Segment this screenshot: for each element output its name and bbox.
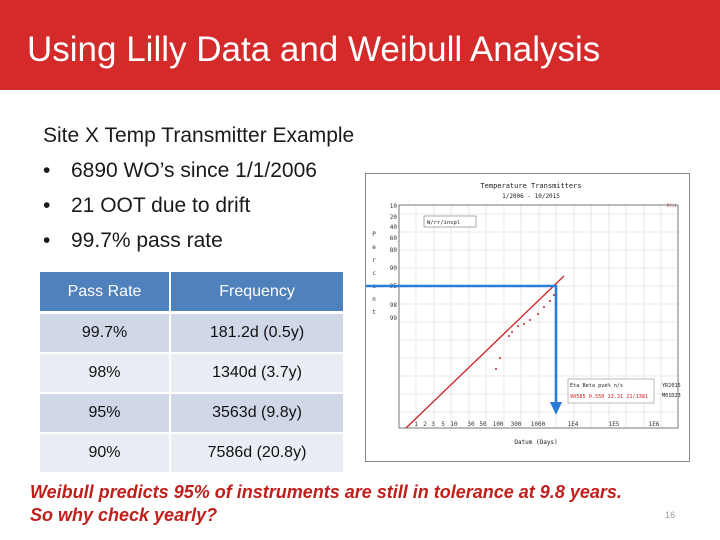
- table-header-pass-rate: Pass Rate: [40, 272, 172, 314]
- data-point: [499, 357, 501, 359]
- title-bar: Using Lilly Data and Weibull Analysis: [0, 0, 720, 90]
- plot-legend-box: [423, 215, 477, 228]
- y-tick: 90: [390, 265, 398, 272]
- pass-rate-cell: 90%: [40, 433, 172, 474]
- y-axis-letter: P: [372, 231, 376, 238]
- bullet-item: • 21 OOT due to drift: [43, 193, 317, 228]
- y-axis-letter: c: [372, 270, 376, 277]
- pass-rate-cell: 98%: [40, 353, 172, 394]
- x-ticks: 1 2 3 5 10 30 50 100 300 1000 1E4 1E5 1E…: [414, 421, 660, 428]
- example-heading: Site X Temp Transmitter Example: [43, 124, 355, 147]
- frequency-cell: 181.2d (0.5y): [170, 312, 345, 354]
- plot-title: Temperature Transmitters: [480, 182, 581, 190]
- x-tick: 1000: [531, 421, 546, 428]
- bullet-text: 6890 WO’s since 1/1/2006: [71, 159, 317, 182]
- y-axis-letter: r: [372, 257, 376, 264]
- x-tick: 5: [441, 421, 445, 428]
- stats-box: [567, 378, 655, 404]
- read-arrow: [362, 284, 558, 404]
- data-points: [495, 294, 555, 370]
- frequency-cell: 7586d (20.8y): [170, 433, 345, 474]
- plot-frame: [398, 204, 679, 429]
- frequency-cell: 3563d (9.8y): [170, 393, 345, 434]
- x-tick: 3: [431, 421, 435, 428]
- corner-label-year: YR2015: [662, 383, 681, 389]
- x-axis-label: Datum (Days): [514, 439, 557, 446]
- table-row: 99.7% 181.2d (0.5y): [40, 312, 345, 354]
- table-row: 90% 7586d (20.8y): [40, 433, 345, 474]
- conclusion-line: Weibull predicts 95% of instruments are …: [30, 482, 622, 502]
- y-axis-letters: P e r c e n t: [372, 231, 376, 316]
- data-point: [511, 331, 513, 333]
- y-tick: 10: [390, 203, 398, 210]
- weibull-plot-svg: Temperature Transmitters 1/2006 - 10/201…: [362, 182, 681, 446]
- x-tick: 50: [479, 421, 487, 428]
- y-tick: 20: [390, 214, 398, 221]
- conclusion-line: So why check yearly?: [30, 505, 218, 525]
- page-number: 16: [665, 510, 676, 520]
- pass-rate-table: Pass Rate Frequency 99.7% 181.2d (0.5y) …: [40, 272, 345, 474]
- y-axis-letter: e: [372, 244, 376, 251]
- arrow-head-icon: [550, 402, 562, 415]
- bullet-text: 21 OOT due to drift: [71, 194, 251, 217]
- x-tick: 300: [511, 421, 522, 428]
- plot-legend-label: W/rr/inspl: [427, 220, 460, 226]
- conclusion-text: Weibull predicts 95% of instruments are …: [30, 481, 622, 527]
- table-row: 98% 1340d (3.7y): [40, 353, 345, 394]
- slide-title: Using Lilly Data and Weibull Analysis: [27, 30, 601, 69]
- data-point: [553, 294, 555, 296]
- y-axis-letter: n: [372, 296, 376, 303]
- data-point: [543, 306, 545, 308]
- plot-date-range: 1/2006 - 10/2015: [502, 193, 560, 200]
- table-header-row: Pass Rate Frequency: [40, 272, 345, 314]
- stats-header: Eta Beta pve% n/s: [570, 383, 623, 389]
- y-tick: 60: [390, 235, 398, 242]
- data-point: [529, 319, 531, 321]
- x-tick: 100: [493, 421, 504, 428]
- pass-rate-cell: 95%: [40, 393, 172, 434]
- bullet-list: • 6890 WO’s since 1/1/2006 • 21 OOT due to…: [43, 158, 317, 263]
- stats-values: 90585 0.550 13.31 21/1381: [570, 394, 648, 400]
- weibull-plot: Temperature Transmitters 1/2006 - 10/201…: [362, 173, 690, 462]
- data-point: [549, 300, 551, 302]
- x-tick: 30: [467, 421, 475, 428]
- y-tick: 40: [390, 224, 398, 231]
- data-point: [537, 313, 539, 315]
- frequency-cell: 1340d (3.7y): [170, 353, 345, 394]
- corner-label-date: M01D23: [662, 393, 681, 399]
- x-tick: 1E5: [609, 421, 620, 428]
- x-tick: 2: [423, 421, 427, 428]
- bullet-glyph: •: [43, 159, 51, 182]
- bullet-glyph: •: [43, 194, 51, 217]
- y-axis-letter: t: [372, 309, 376, 316]
- x-tick: 1: [414, 421, 418, 428]
- y-tick: 80: [390, 247, 398, 254]
- y-ticks: 10 20 40 60 80 90 95 98 99: [390, 203, 398, 322]
- data-point: [508, 335, 510, 337]
- bullet-glyph: •: [43, 229, 51, 252]
- bullet-text: 99.7% pass rate: [71, 229, 223, 252]
- pass-rate-cell: 99.7%: [40, 312, 172, 354]
- x-tick: 1E4: [568, 421, 579, 428]
- bullet-item: • 99.7% pass rate: [43, 228, 317, 263]
- data-point: [517, 325, 519, 327]
- data-point: [495, 368, 497, 370]
- x-tick: 1E6: [649, 421, 660, 428]
- bullet-item: • 6890 WO’s since 1/1/2006: [43, 158, 317, 193]
- table-header-frequency: Frequency: [170, 272, 345, 314]
- y-tick: 99: [390, 315, 398, 322]
- x-tick: 10: [450, 421, 458, 428]
- data-point: [523, 323, 525, 325]
- corner-mark: Rfit: [667, 203, 677, 208]
- table-row: 95% 3563d (9.8y): [40, 393, 345, 434]
- weibull-fit-line: [405, 275, 565, 429]
- y-tick: 98: [390, 302, 398, 309]
